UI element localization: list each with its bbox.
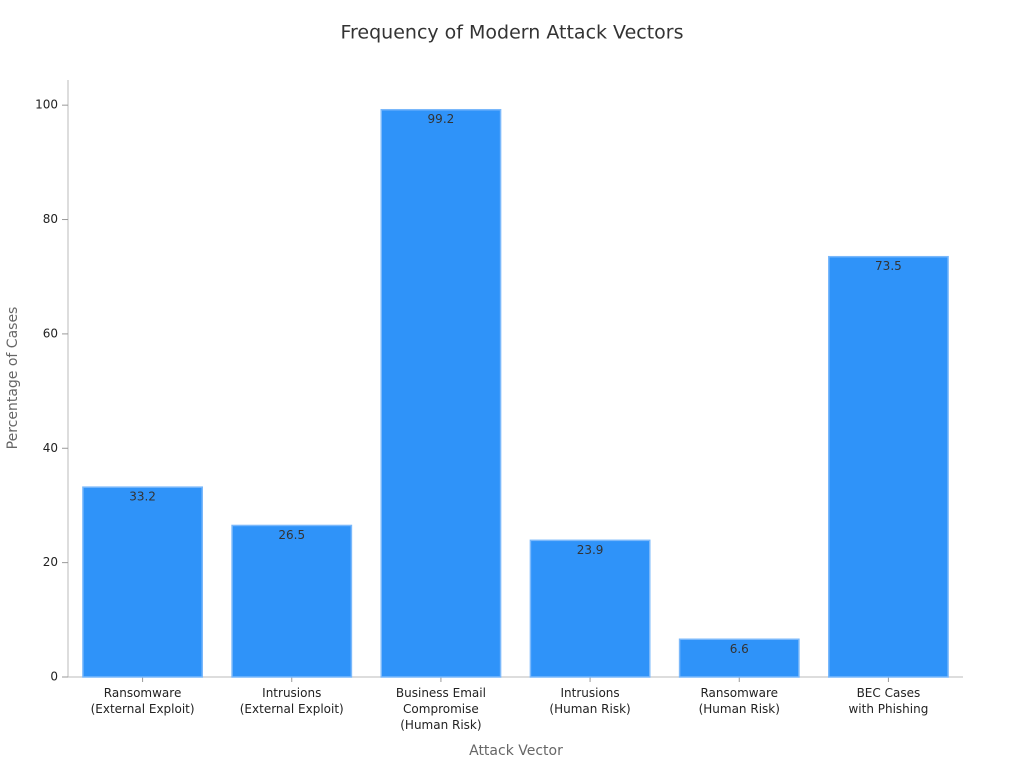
bar <box>529 539 651 678</box>
x-tick-label: Intrusions (Human Risk) <box>549 686 631 716</box>
data-label: 33.2 <box>129 490 156 504</box>
bar <box>380 108 502 678</box>
x-tick-label: Ransomware (External Exploit) <box>90 686 195 716</box>
y-tick-label: 40 <box>43 441 58 455</box>
data-label: 23.9 <box>577 543 604 557</box>
data-label: 73.5 <box>875 259 902 273</box>
chart-title: Frequency of Modern Attack Vectors <box>340 22 683 44</box>
y-tick-label: 60 <box>43 326 58 340</box>
data-label: 26.5 <box>278 528 305 542</box>
data-label: 6.6 <box>730 642 749 656</box>
y-axis-label: Percentage of Cases <box>5 307 21 450</box>
bar <box>678 638 800 678</box>
x-tick-label: Business Email Compromise (Human Risk) <box>395 686 486 732</box>
bar <box>82 486 203 678</box>
bar <box>828 255 949 678</box>
y-tick-label: 100 <box>35 98 58 112</box>
bar <box>231 524 353 678</box>
x-axis-label: Attack Vector <box>469 743 563 759</box>
x-tick-label: Intrusions (External Exploit) <box>239 686 344 716</box>
x-tick-label: BEC Cases with Phishing <box>848 686 929 716</box>
x-tick-label: Ransomware (Human Risk) <box>698 686 780 716</box>
y-tick-label: 80 <box>43 212 58 226</box>
data-label: 99.2 <box>428 112 455 126</box>
y-tick-label: 20 <box>43 555 58 569</box>
y-tick-label: 0 <box>50 670 58 684</box>
